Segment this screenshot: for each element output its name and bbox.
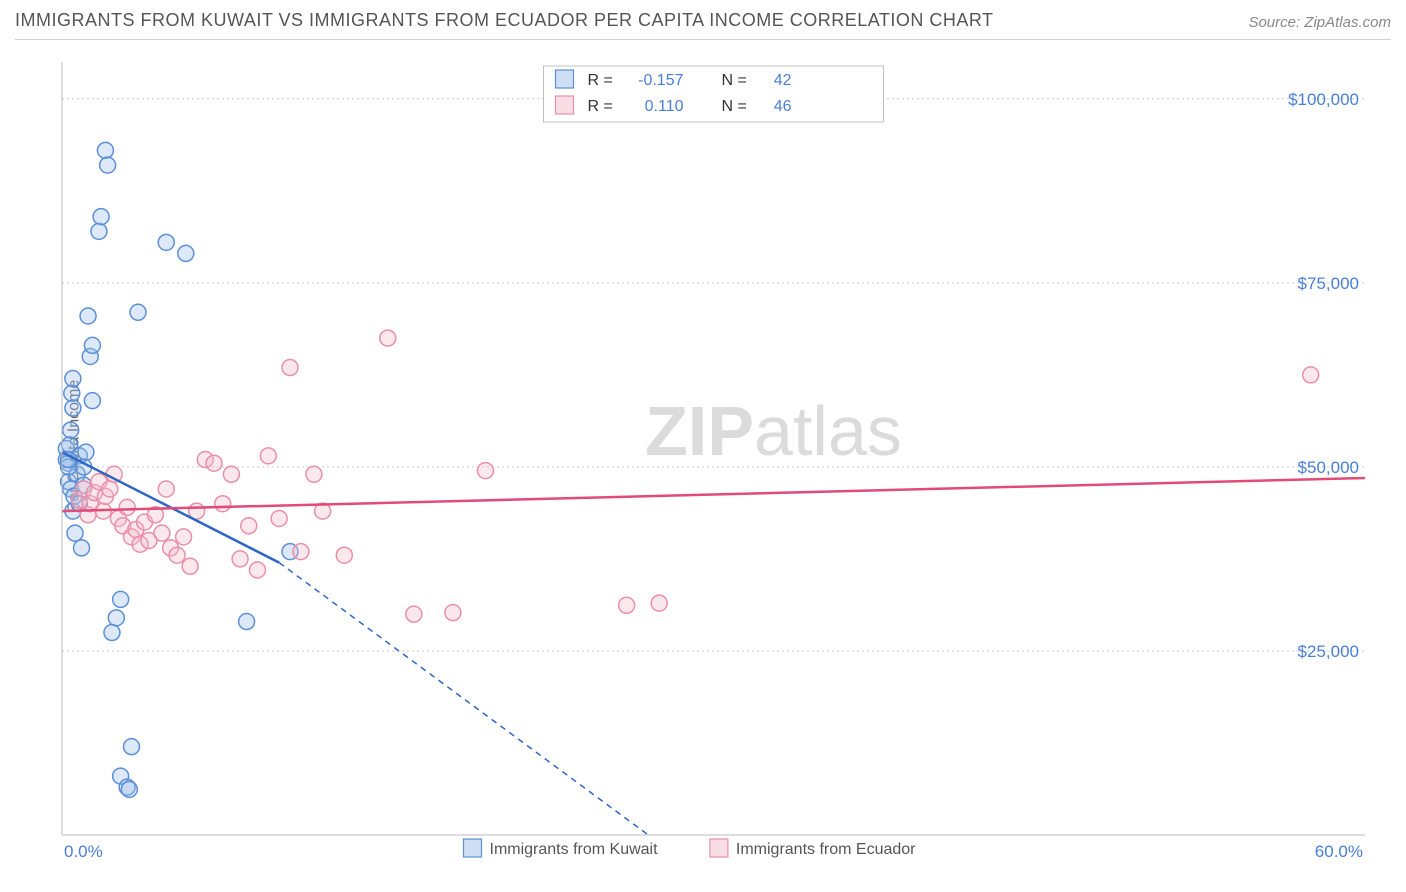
data-point (176, 529, 192, 545)
source-attribution: Source: ZipAtlas.com (1248, 14, 1391, 31)
watermark: ZIPatlas (645, 392, 902, 470)
data-point (232, 551, 248, 567)
title-bar: IMMIGRANTS FROM KUWAIT VS IMMIGRANTS FRO… (15, 10, 1391, 40)
series-legend: Immigrants from Kuwait Immigrants from Ec… (464, 839, 917, 858)
trend-line (62, 478, 1365, 511)
legend-n-value: 42 (774, 72, 792, 89)
data-point (241, 518, 257, 534)
scatter-chart: ZIPatlas $25,000 $50,000 $75,000 $100,000 0.0… (50, 60, 1381, 862)
data-point (100, 157, 116, 173)
data-point (380, 330, 396, 346)
legend-n-label: N = (722, 72, 747, 89)
legend-n-label: N = (722, 98, 747, 115)
ytick-label: $75,000 (1298, 274, 1359, 293)
data-point (182, 558, 198, 574)
data-point (67, 525, 83, 541)
legend-label: Immigrants from Ecuador (736, 841, 916, 858)
data-point (108, 610, 124, 626)
trend-line-extrapolated (279, 563, 648, 835)
legend-r-value: 0.110 (645, 98, 684, 115)
ytick-label: $100,000 (1288, 90, 1359, 109)
data-point (64, 385, 80, 401)
data-point (93, 209, 109, 225)
data-point (293, 544, 309, 560)
data-point (206, 455, 222, 471)
data-point (158, 234, 174, 250)
data-point (84, 337, 100, 353)
chart-title: IMMIGRANTS FROM KUWAIT VS IMMIGRANTS FRO… (15, 10, 994, 31)
ytick-label: $25,000 (1298, 642, 1359, 661)
data-point (84, 393, 100, 409)
data-point (223, 466, 239, 482)
data-point (158, 481, 174, 497)
legend-swatch (464, 839, 482, 857)
data-point (78, 444, 94, 460)
legend-swatch (556, 70, 574, 88)
legend-r-label: R = (588, 98, 613, 115)
legend-r-value: -0.157 (638, 72, 683, 89)
legend-n-value: 46 (774, 98, 792, 115)
legend-swatch (556, 96, 574, 114)
data-point (74, 540, 90, 556)
data-point (619, 597, 635, 613)
data-point (65, 400, 81, 416)
data-point (113, 591, 129, 607)
data-point (271, 510, 287, 526)
data-point (336, 547, 352, 563)
ytick-label: $50,000 (1298, 458, 1359, 477)
data-point (260, 448, 276, 464)
data-point (249, 562, 265, 578)
data-point (130, 304, 146, 320)
data-point (282, 360, 298, 376)
plot-area: ZIPatlas $25,000 $50,000 $75,000 $100,000 0.0… (50, 60, 1381, 862)
legend-swatch (710, 839, 728, 857)
data-point (104, 625, 120, 641)
xtick-label: 0.0% (64, 842, 103, 861)
data-point (239, 614, 255, 630)
data-point (445, 605, 461, 621)
legend-r-label: R = (588, 72, 613, 89)
data-point (102, 481, 118, 497)
data-point (651, 595, 667, 611)
data-point (123, 739, 139, 755)
chart-container: IMMIGRANTS FROM KUWAIT VS IMMIGRANTS FRO… (0, 0, 1406, 892)
legend-label: Immigrants from Kuwait (490, 841, 659, 858)
data-point (97, 142, 113, 158)
data-point (119, 499, 135, 515)
data-point (63, 422, 79, 438)
data-point (121, 781, 137, 797)
data-point (306, 466, 322, 482)
data-point (215, 496, 231, 512)
data-point (477, 463, 493, 479)
xtick-label: 60.0% (1315, 842, 1363, 861)
data-point (406, 606, 422, 622)
data-point (91, 223, 107, 239)
data-point (154, 525, 170, 541)
data-point (178, 245, 194, 261)
data-point (80, 308, 96, 324)
data-point (65, 371, 81, 387)
data-point (169, 547, 185, 563)
data-point (1303, 367, 1319, 383)
